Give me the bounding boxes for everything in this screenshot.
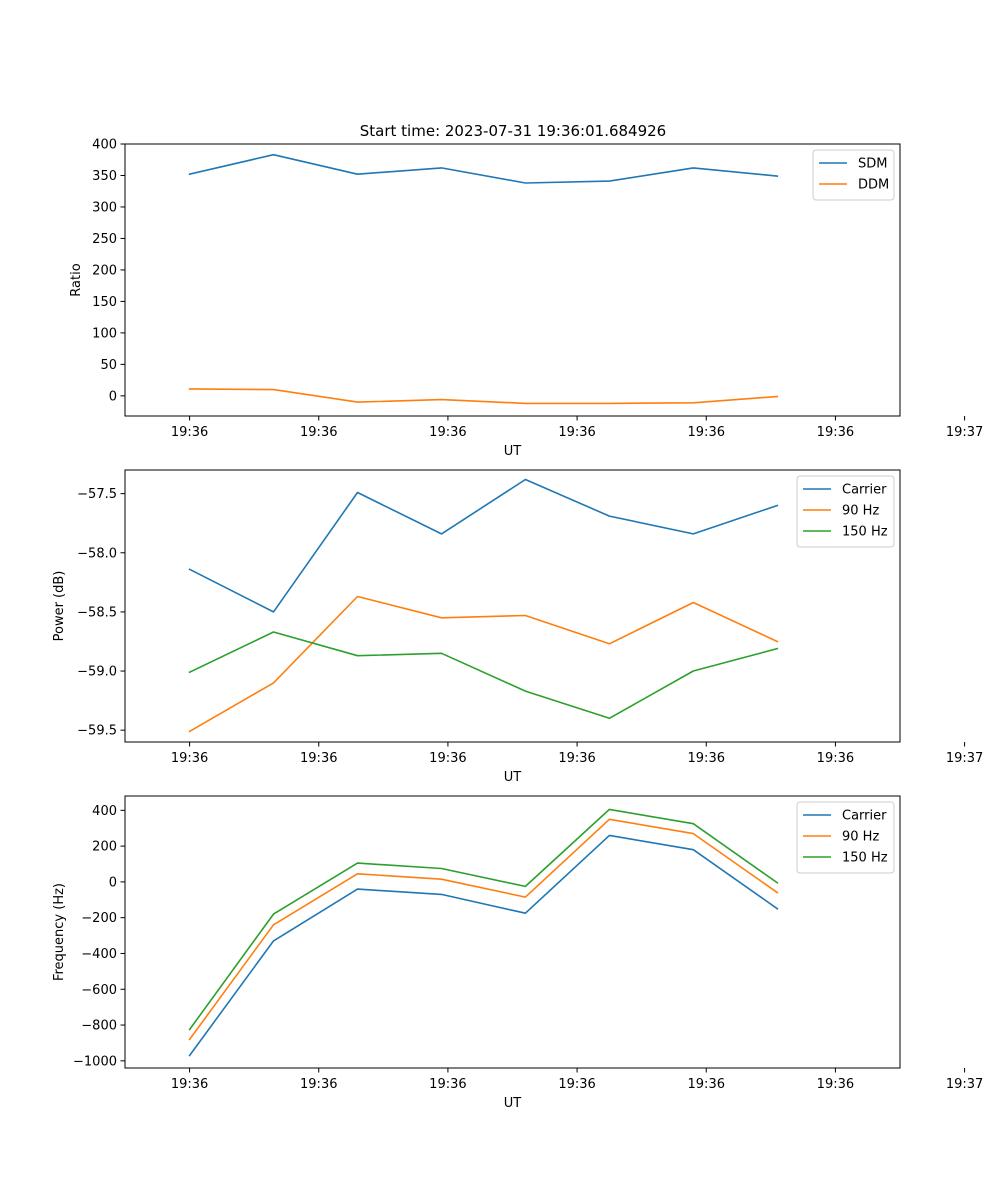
legend-label: SDM	[858, 157, 887, 172]
series-line-90-hz	[188, 818, 779, 1041]
legend: Carrier 90 Hz 150 Hz	[796, 475, 895, 548]
y-tick-label: −1000	[73, 1054, 117, 1069]
plot-panels: 19:36 19:36 19:36 19:36 19:36 19:36 19:37 0 50 10…	[52, 138, 983, 1112]
x-tick-label: 19:36	[429, 751, 466, 766]
y-axis-label: Frequency (Hz)	[52, 883, 67, 981]
legend-box	[796, 801, 895, 874]
series-line-150-hz	[188, 631, 779, 720]
legend: SDM DDM	[812, 149, 895, 201]
x-tick-label: 19:36	[558, 425, 595, 440]
y-tick-label: −200	[81, 911, 117, 926]
legend-label: Carrier	[842, 809, 887, 824]
x-tick-label: 19:36	[688, 425, 725, 440]
x-tick-label: 19:36	[817, 1077, 854, 1092]
legend-label: DDM	[858, 178, 889, 193]
x-tick-label: 19:36	[688, 751, 725, 766]
series-line-carrier	[188, 834, 779, 1057]
x-tick-label: 19:36	[171, 751, 208, 766]
x-tick-label: 19:37	[946, 751, 983, 766]
figure-title: Start time: 2023-07-31 19:36:01.684926	[360, 122, 666, 140]
legend-label: 150 Hz	[842, 525, 888, 540]
y-tick-label: 200	[92, 840, 117, 855]
y-tick-label: −800	[81, 1019, 117, 1034]
y-tick-label: 300	[92, 200, 117, 215]
legend-label: Carrier	[842, 483, 887, 498]
y-tick-label: 200	[92, 263, 117, 278]
x-tick-label: 19:37	[946, 1077, 983, 1092]
x-tick-label: 19:36	[429, 1077, 466, 1092]
axes-frame	[124, 469, 901, 743]
chart-panel-1: 19:36 19:36 19:36 19:36 19:36 19:36 19:37 0 50 10…	[69, 138, 983, 460]
y-tick-label: 100	[92, 326, 117, 341]
y-tick-label: 250	[92, 232, 117, 247]
y-tick-label: −600	[81, 983, 117, 998]
legend-label: 150 Hz	[842, 851, 888, 866]
y-tick-label: −59.5	[77, 724, 117, 739]
x-tick-label: 19:36	[171, 1077, 208, 1092]
series-line-sdm	[188, 153, 779, 184]
chart-panel-3: 19:36 19:36 19:36 19:36 19:36 19:36 19:37 −1000…	[52, 795, 983, 1111]
x-tick-label: 19:36	[300, 425, 337, 440]
legend: Carrier 90 Hz 150 Hz	[796, 801, 895, 874]
x-tick-label: 19:36	[300, 1077, 337, 1092]
x-tick-label: 19:36	[817, 751, 854, 766]
y-tick-label: −57.5	[77, 487, 117, 502]
y-tick-label: 350	[92, 169, 117, 184]
y-tick-label: 50	[100, 358, 117, 373]
x-axis-label: UT	[504, 1096, 522, 1111]
axes-frame	[124, 143, 901, 417]
x-tick-label: 19:36	[688, 1077, 725, 1092]
series-line-ddm	[188, 388, 779, 405]
series-line-carrier	[188, 478, 779, 613]
x-tick-label: 19:36	[300, 751, 337, 766]
x-tick-label: 19:37	[946, 425, 983, 440]
legend-label: 90 Hz	[842, 504, 879, 519]
series-line-90-hz	[188, 595, 779, 733]
y-tick-label: 0	[109, 389, 117, 404]
x-tick-label: 19:36	[429, 425, 466, 440]
chart-panel-2: 19:36 19:36 19:36 19:36 19:36 19:36 19:37 −59.5…	[52, 469, 983, 785]
y-tick-label: −400	[81, 947, 117, 962]
y-tick-label: −58.0	[77, 546, 117, 561]
x-axis-label: UT	[504, 444, 522, 459]
x-axis-label: UT	[504, 770, 522, 785]
x-tick-label: 19:36	[558, 751, 595, 766]
y-tick-label: −59.0	[77, 665, 117, 680]
y-tick-label: 400	[92, 804, 117, 819]
legend-box	[796, 475, 895, 548]
axes-frame	[124, 795, 901, 1069]
y-tick-label: 150	[92, 295, 117, 310]
y-tick-label: −58.5	[77, 605, 117, 620]
series-line-150-hz	[188, 808, 779, 1031]
x-tick-label: 19:36	[171, 425, 208, 440]
x-tick-label: 19:36	[817, 425, 854, 440]
y-axis-label: Ratio	[69, 263, 84, 296]
y-tick-label: 0	[109, 875, 117, 890]
x-tick-label: 19:36	[558, 1077, 595, 1092]
y-tick-label: 400	[92, 138, 117, 153]
y-axis-label: Power (dB)	[52, 571, 67, 642]
legend-label: 90 Hz	[842, 830, 879, 845]
